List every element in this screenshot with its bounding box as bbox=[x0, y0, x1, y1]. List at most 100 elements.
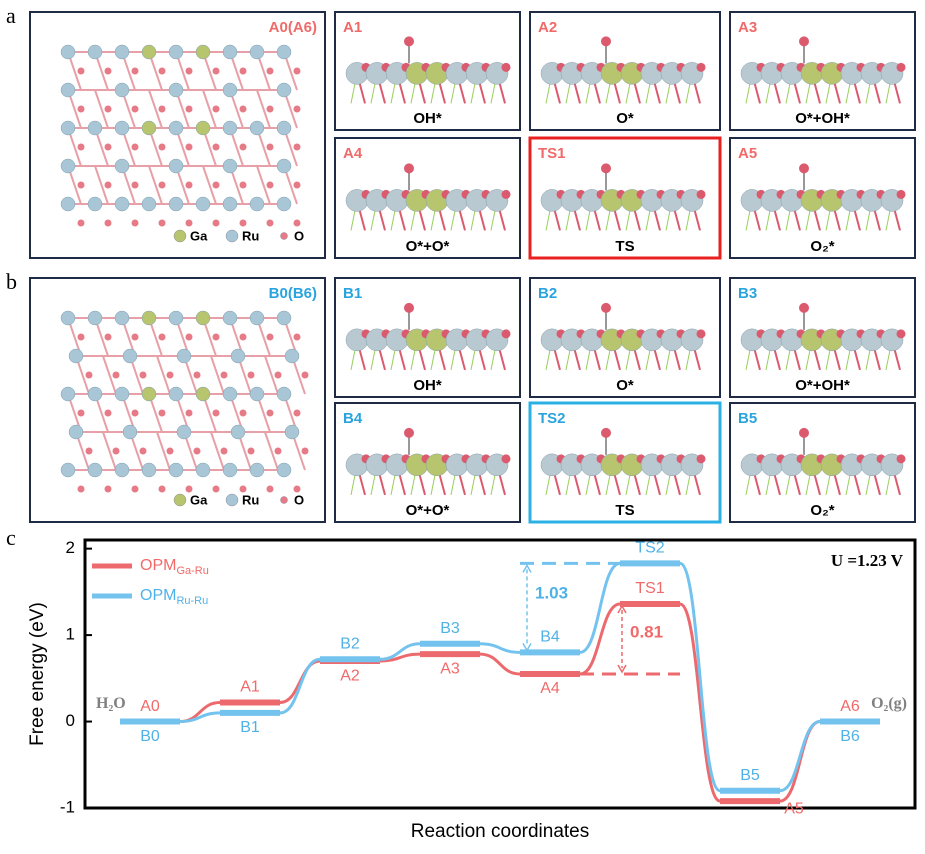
atom bbox=[68, 424, 84, 440]
oxygen bbox=[239, 333, 247, 341]
atom bbox=[222, 158, 238, 174]
oxygen bbox=[131, 105, 139, 113]
connector bbox=[279, 659, 321, 705]
atom bbox=[114, 120, 130, 136]
arrow-head bbox=[522, 563, 532, 573]
slab bbox=[740, 302, 906, 371]
oxygen bbox=[501, 62, 511, 72]
level-label: A0 bbox=[140, 698, 160, 715]
barrier-label: 0.81 bbox=[630, 622, 663, 641]
panel-label: b bbox=[6, 269, 17, 294]
oxygen bbox=[212, 67, 220, 75]
arrow-head bbox=[617, 664, 627, 674]
cell-label: B4 bbox=[343, 410, 363, 427]
atom bbox=[222, 44, 238, 60]
connector bbox=[479, 642, 521, 654]
oxygen bbox=[212, 219, 220, 227]
atom bbox=[249, 196, 265, 212]
start-label: H₂O bbox=[96, 695, 126, 712]
connector bbox=[179, 711, 221, 724]
atom bbox=[284, 348, 300, 364]
cell-caption: OH* bbox=[413, 377, 442, 394]
atom bbox=[249, 386, 265, 402]
y-tick-label: -1 bbox=[60, 797, 75, 816]
oxygen bbox=[158, 181, 166, 189]
bond bbox=[102, 355, 117, 395]
atom bbox=[195, 120, 211, 136]
atom bbox=[168, 82, 184, 98]
oxygen bbox=[696, 454, 706, 464]
oxygen bbox=[212, 333, 220, 341]
connector bbox=[379, 652, 421, 663]
oxygen bbox=[293, 143, 301, 151]
atom bbox=[276, 310, 292, 326]
condition: U =1.23 V bbox=[831, 551, 904, 570]
atom bbox=[114, 386, 130, 402]
level-label: TS1 bbox=[635, 580, 664, 597]
level-label: B6 bbox=[840, 728, 860, 745]
end-label: O₂(g) bbox=[871, 695, 907, 712]
bond bbox=[148, 165, 163, 205]
oxygen bbox=[266, 485, 274, 493]
cell-caption: TS bbox=[615, 238, 634, 255]
oxygen bbox=[212, 105, 220, 113]
atom bbox=[276, 158, 292, 174]
atom bbox=[141, 44, 157, 60]
atom bbox=[87, 310, 103, 326]
oxygen bbox=[501, 329, 511, 339]
atom bbox=[141, 196, 157, 212]
oxygen bbox=[185, 143, 193, 151]
adsorbate bbox=[601, 36, 611, 47]
legend-subscript: Ga-Ru bbox=[176, 565, 208, 577]
oxygen bbox=[696, 189, 706, 199]
oxygen bbox=[166, 447, 174, 455]
connector bbox=[579, 561, 621, 654]
level-label: B3 bbox=[440, 620, 460, 637]
oxygen bbox=[131, 181, 139, 189]
oxygen bbox=[896, 454, 906, 464]
adsorbate bbox=[404, 427, 414, 438]
atom bbox=[195, 462, 211, 478]
atom bbox=[222, 310, 238, 326]
cell-caption: O₂* bbox=[810, 238, 834, 255]
legend-swatch bbox=[173, 229, 187, 243]
atom bbox=[168, 196, 184, 212]
atom bbox=[222, 120, 238, 136]
oxygen bbox=[293, 409, 301, 417]
adsorbate bbox=[799, 36, 809, 47]
slab bbox=[345, 163, 511, 231]
slab bbox=[740, 427, 906, 496]
overview-label: A0(A6) bbox=[269, 19, 317, 36]
legend-text: Ga bbox=[190, 492, 208, 507]
oxygen bbox=[112, 447, 120, 455]
oxygen bbox=[696, 329, 706, 339]
atom bbox=[168, 386, 184, 402]
level-label: B5 bbox=[740, 767, 760, 784]
oxygen bbox=[131, 143, 139, 151]
atom bbox=[122, 424, 138, 440]
atom bbox=[60, 82, 76, 98]
legend-text: Ru bbox=[242, 228, 259, 243]
connector bbox=[379, 642, 421, 661]
cell-caption: O*+O* bbox=[406, 238, 450, 255]
atom bbox=[60, 120, 76, 136]
cell-caption: O* bbox=[616, 110, 634, 127]
bond bbox=[94, 165, 109, 205]
oxygen bbox=[266, 409, 274, 417]
oxygen bbox=[301, 371, 309, 379]
cell-label: A4 bbox=[343, 145, 363, 162]
oxygen bbox=[185, 409, 193, 417]
atom bbox=[222, 386, 238, 402]
cell-caption: O* bbox=[616, 377, 634, 394]
level-label: A1 bbox=[240, 679, 260, 696]
oxygen bbox=[104, 67, 112, 75]
cell-label: A2 bbox=[538, 19, 557, 36]
adsorbate bbox=[404, 302, 414, 313]
atom bbox=[176, 348, 192, 364]
atom bbox=[87, 196, 103, 212]
legend-text: Ru bbox=[242, 492, 259, 507]
x-axis-label: Reaction coordinates bbox=[411, 821, 590, 842]
bond bbox=[256, 165, 271, 205]
oxygen bbox=[158, 105, 166, 113]
bond bbox=[264, 355, 279, 395]
